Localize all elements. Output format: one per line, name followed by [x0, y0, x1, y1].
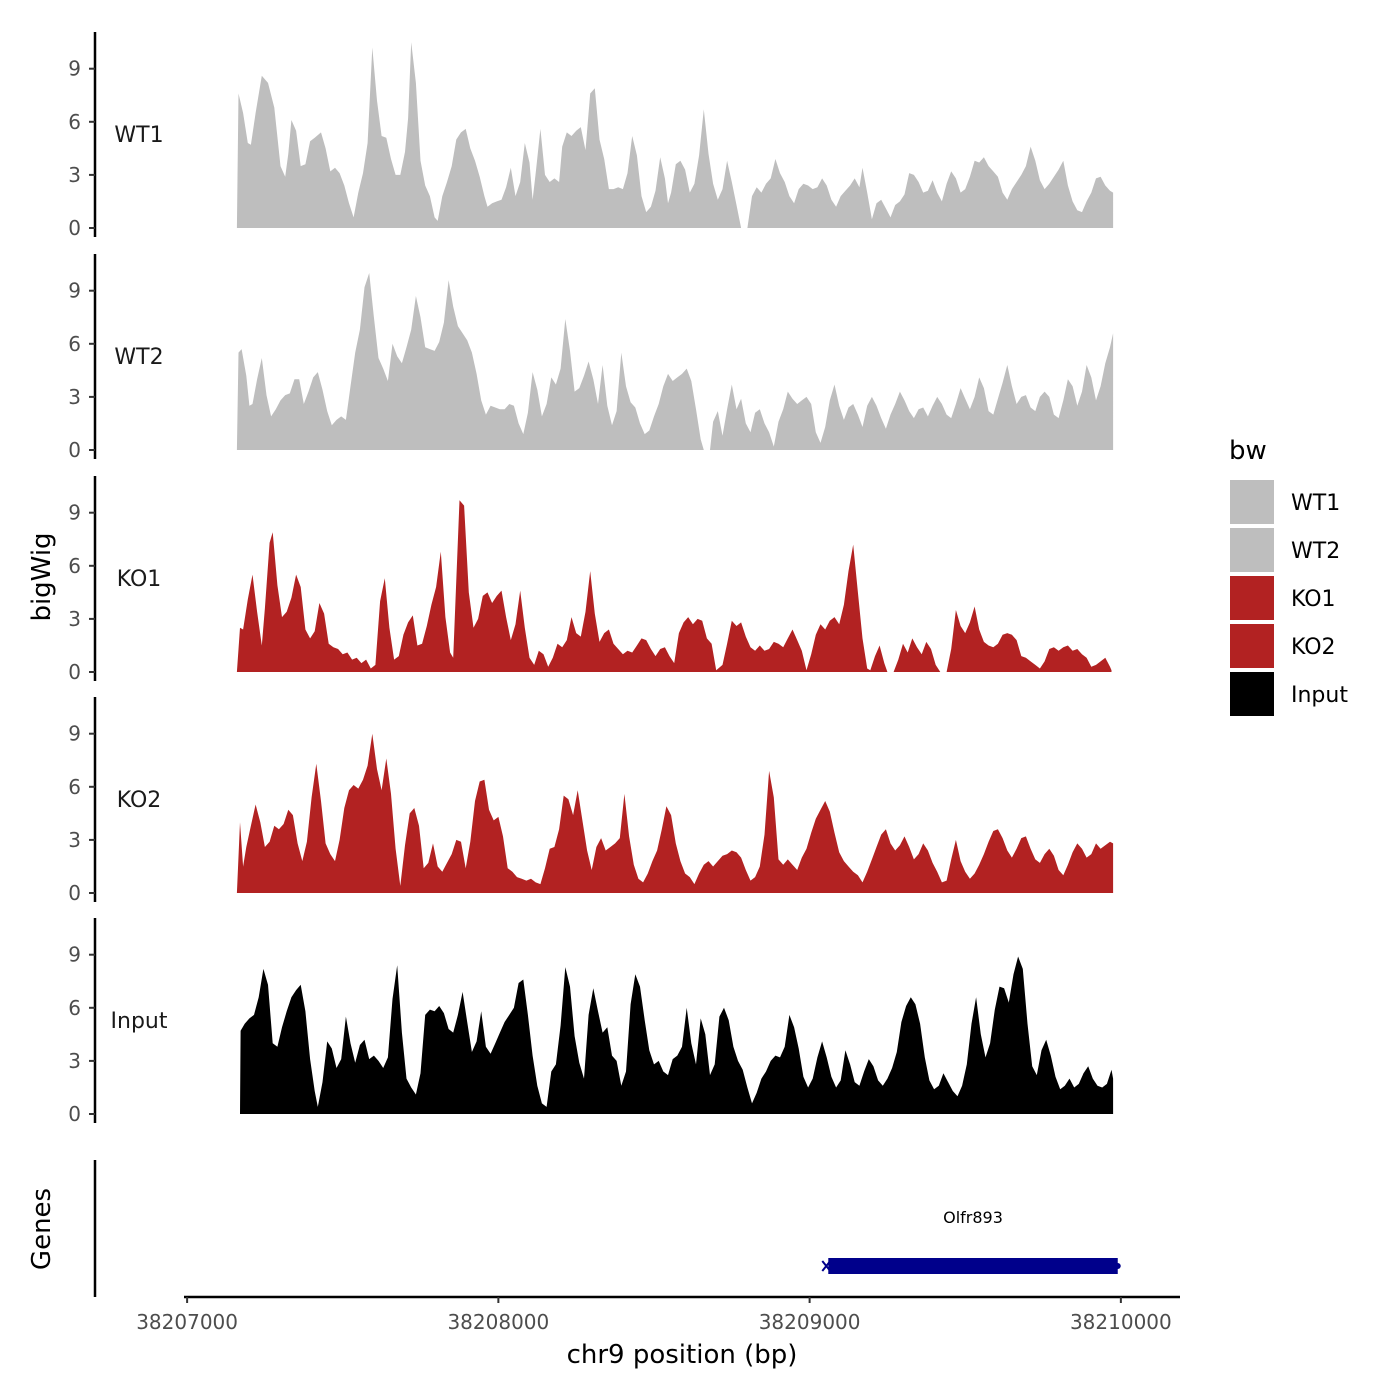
track-input: 0 3 6 9 Input	[68, 918, 1114, 1126]
y-tick-label: 3	[68, 1049, 81, 1073]
track-label-ko2: KO2	[117, 788, 162, 813]
track-label-input: Input	[111, 1009, 168, 1034]
y-tick-label: 6	[68, 996, 81, 1020]
track-ko2: 0 3 6 9 KO2	[68, 697, 1114, 905]
legend-title: bw	[1229, 436, 1267, 466]
y-tick-label: 9	[68, 722, 81, 746]
x-tick-label: 38207000	[136, 1310, 238, 1334]
coverage-area-wt2	[236, 273, 1114, 450]
legend: bw WT1 WT2 KO1 KO2 Input	[1229, 436, 1348, 716]
gene-track-title: Genes	[27, 1188, 57, 1270]
y-tick-label: 3	[68, 385, 81, 409]
y-tick-label: 0	[68, 1102, 81, 1126]
x-axis-ticks: 38207000 38208000 38209000 38210000	[136, 1297, 1172, 1334]
track-label-wt2: WT2	[114, 345, 163, 370]
y-tick-label: 9	[68, 501, 81, 525]
legend-swatch-wt1	[1230, 480, 1274, 524]
x-tick-label: 38208000	[447, 1310, 549, 1334]
y-tick-label: 9	[68, 57, 81, 81]
legend-label-ko1: KO1	[1291, 587, 1336, 612]
x-tick-label: 38209000	[759, 1310, 861, 1334]
y-tick-label: 6	[68, 775, 81, 799]
y-tick-label: 0	[68, 881, 81, 905]
legend-label-ko2: KO2	[1291, 635, 1336, 660]
track-ko1: 0 3 6 9 KO1	[68, 476, 1112, 684]
y-tick-label: 9	[68, 943, 81, 967]
gene-strand-marker	[821, 1260, 832, 1272]
y-tick-label: 9	[68, 279, 81, 303]
track-wt1: 0 3 6 9 WT1	[68, 32, 1114, 240]
y-tick-label: 0	[68, 660, 81, 684]
y-tick-label: 6	[68, 110, 81, 134]
y-tick-label: 6	[68, 554, 81, 578]
track-wt2: 0 3 6 9 WT2	[68, 254, 1114, 462]
y-tick-label: 0	[68, 216, 81, 240]
legend-swatch-ko2	[1230, 624, 1274, 668]
track-label-wt1: WT1	[114, 123, 163, 148]
y-tick-label: 3	[68, 828, 81, 852]
legend-label-wt1: WT1	[1291, 491, 1340, 516]
coverage-area-ko1	[236, 500, 1112, 672]
legend-swatch-wt2	[1230, 528, 1274, 572]
legend-label-input: Input	[1291, 683, 1348, 708]
coverage-area-input	[240, 956, 1114, 1114]
track-label-ko1: KO1	[117, 567, 162, 592]
legend-swatch-ko1	[1230, 576, 1274, 620]
legend-swatch-input	[1230, 672, 1274, 716]
coverage-area-wt1	[236, 42, 1114, 229]
gene-label: Olfr893	[943, 1208, 1003, 1227]
y-tick-label: 0	[68, 438, 81, 462]
y-tick-label: 3	[68, 163, 81, 187]
y-axis-title: bigWig	[27, 532, 57, 621]
x-axis: 38207000 38208000 38209000 38210000 chr9 po…	[136, 1295, 1180, 1370]
y-tick-label: 3	[68, 607, 81, 631]
x-tick-label: 38210000	[1070, 1310, 1172, 1334]
gene-end-marker	[1114, 1263, 1121, 1269]
gene-track: Olfr893	[93, 1160, 1121, 1297]
x-axis-title: chr9 position (bp)	[567, 1340, 798, 1370]
y-tick-label: 6	[68, 332, 81, 356]
coverage-area-ko2	[236, 733, 1114, 893]
legend-label-wt2: WT2	[1291, 539, 1340, 564]
gene-body-olfr893	[828, 1258, 1118, 1274]
coverage-tracks: 0 3 6 9 WT1 0 3 6 9 WT2 0 3 6 9 KO1 0 3 6 9 KO2 0 3 6 9 Input	[68, 32, 1114, 1126]
